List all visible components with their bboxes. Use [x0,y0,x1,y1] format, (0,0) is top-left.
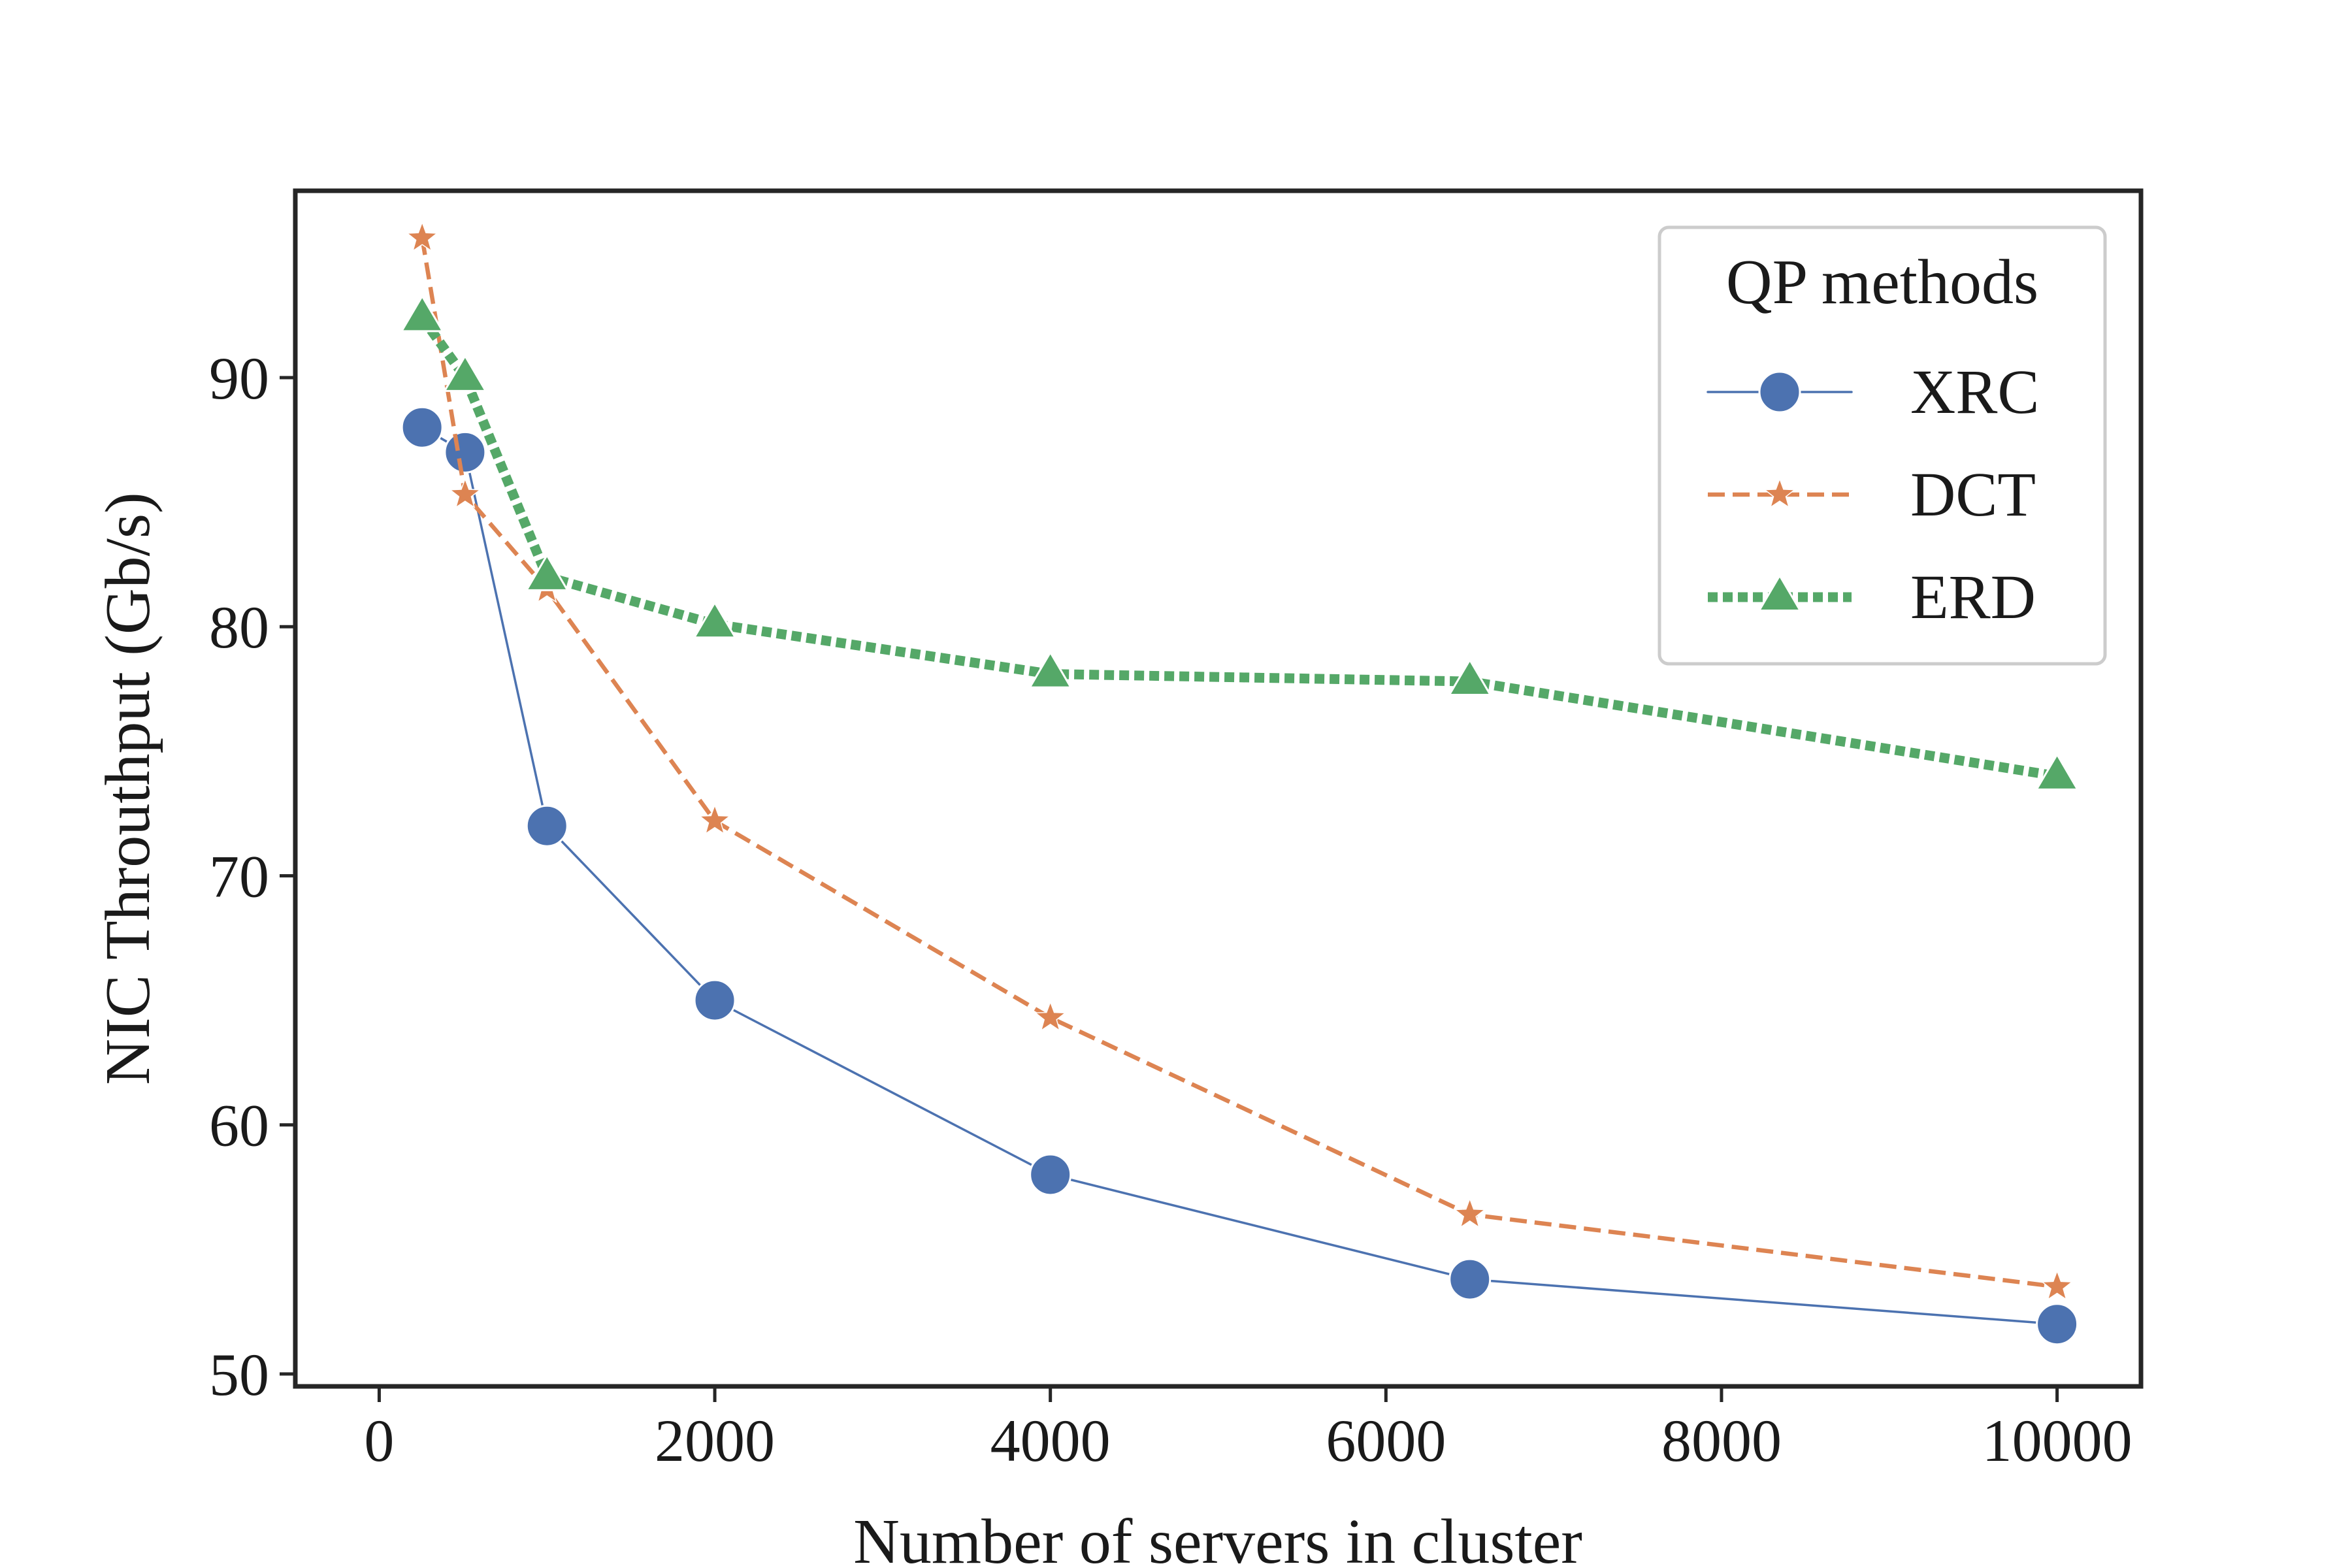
data-point-xrc [1029,1153,1072,1196]
data-point-erd [2034,752,2080,791]
data-point-erd [400,294,445,333]
legend-entries: XRC DCT ERD [1707,357,2039,632]
y-tick-label: 60 [209,1092,269,1159]
data-point-dct [406,221,439,252]
legend-marker-dct [1763,477,1796,509]
y-tick-label: 50 [209,1341,269,1408]
legend-label-xrc: XRC [1910,357,2039,427]
legend: QP methods XRC DCT ERD [1658,225,2107,666]
data-point-xrc [1448,1258,1492,1301]
x-tick-label: 2000 [655,1407,775,1474]
legend-item-dct: DCT [1708,459,2036,529]
series-erd [400,294,2080,791]
x-tick-label: 8000 [1661,1407,1782,1474]
legend-label-erd: ERD [1910,562,2036,632]
x-axis-ticks: 0 2000 4000 6000 8000 10000 [364,1386,2132,1474]
plot-frame [293,188,2144,1389]
data-point-erd [1028,650,1073,689]
data-point-xrc [693,979,736,1022]
data-point-dct [1453,1197,1486,1229]
data-point-xrc [444,431,487,474]
legend-label-dct: DCT [1910,459,2036,529]
data-point-erd [442,353,487,392]
x-tick-label: 4000 [990,1407,1111,1474]
x-tick-label: 10000 [1982,1407,2132,1474]
legend-marker-xrc [1758,370,1801,414]
data-point-dct [1034,1000,1067,1032]
data-point-erd [1447,658,1492,696]
data-point-erd [525,553,570,591]
y-axis-ticks: 50 60 70 80 90 [209,345,295,1408]
data-point-xrc [525,804,568,847]
data-point-xrc [2036,1303,2079,1346]
legend-item-erd: ERD [1708,562,2036,632]
x-tick-label: 6000 [1326,1407,1446,1474]
legend-box [1658,225,2107,666]
data-point-xrc [400,406,444,449]
legend-title: QP methods [1726,247,2038,318]
data-point-dct [698,804,731,835]
data-point-dct [2040,1269,2074,1301]
data-point-dct [449,477,482,509]
y-tick-label: 90 [209,345,269,412]
y-tick-label: 80 [209,594,269,661]
x-axis-label: Number of servers in cluster [853,1507,1582,1568]
legend-marker-erd [1757,574,1802,612]
legend-item-xrc: XRC [1707,357,2039,427]
y-tick-label: 70 [209,843,269,909]
data-point-erd [693,600,738,639]
x-tick-label: 0 [364,1407,394,1474]
y-axis-label: NIC Throuthput (Gb/s) [93,492,163,1085]
plot-series [400,221,2080,1346]
series-xrc [400,406,2079,1346]
